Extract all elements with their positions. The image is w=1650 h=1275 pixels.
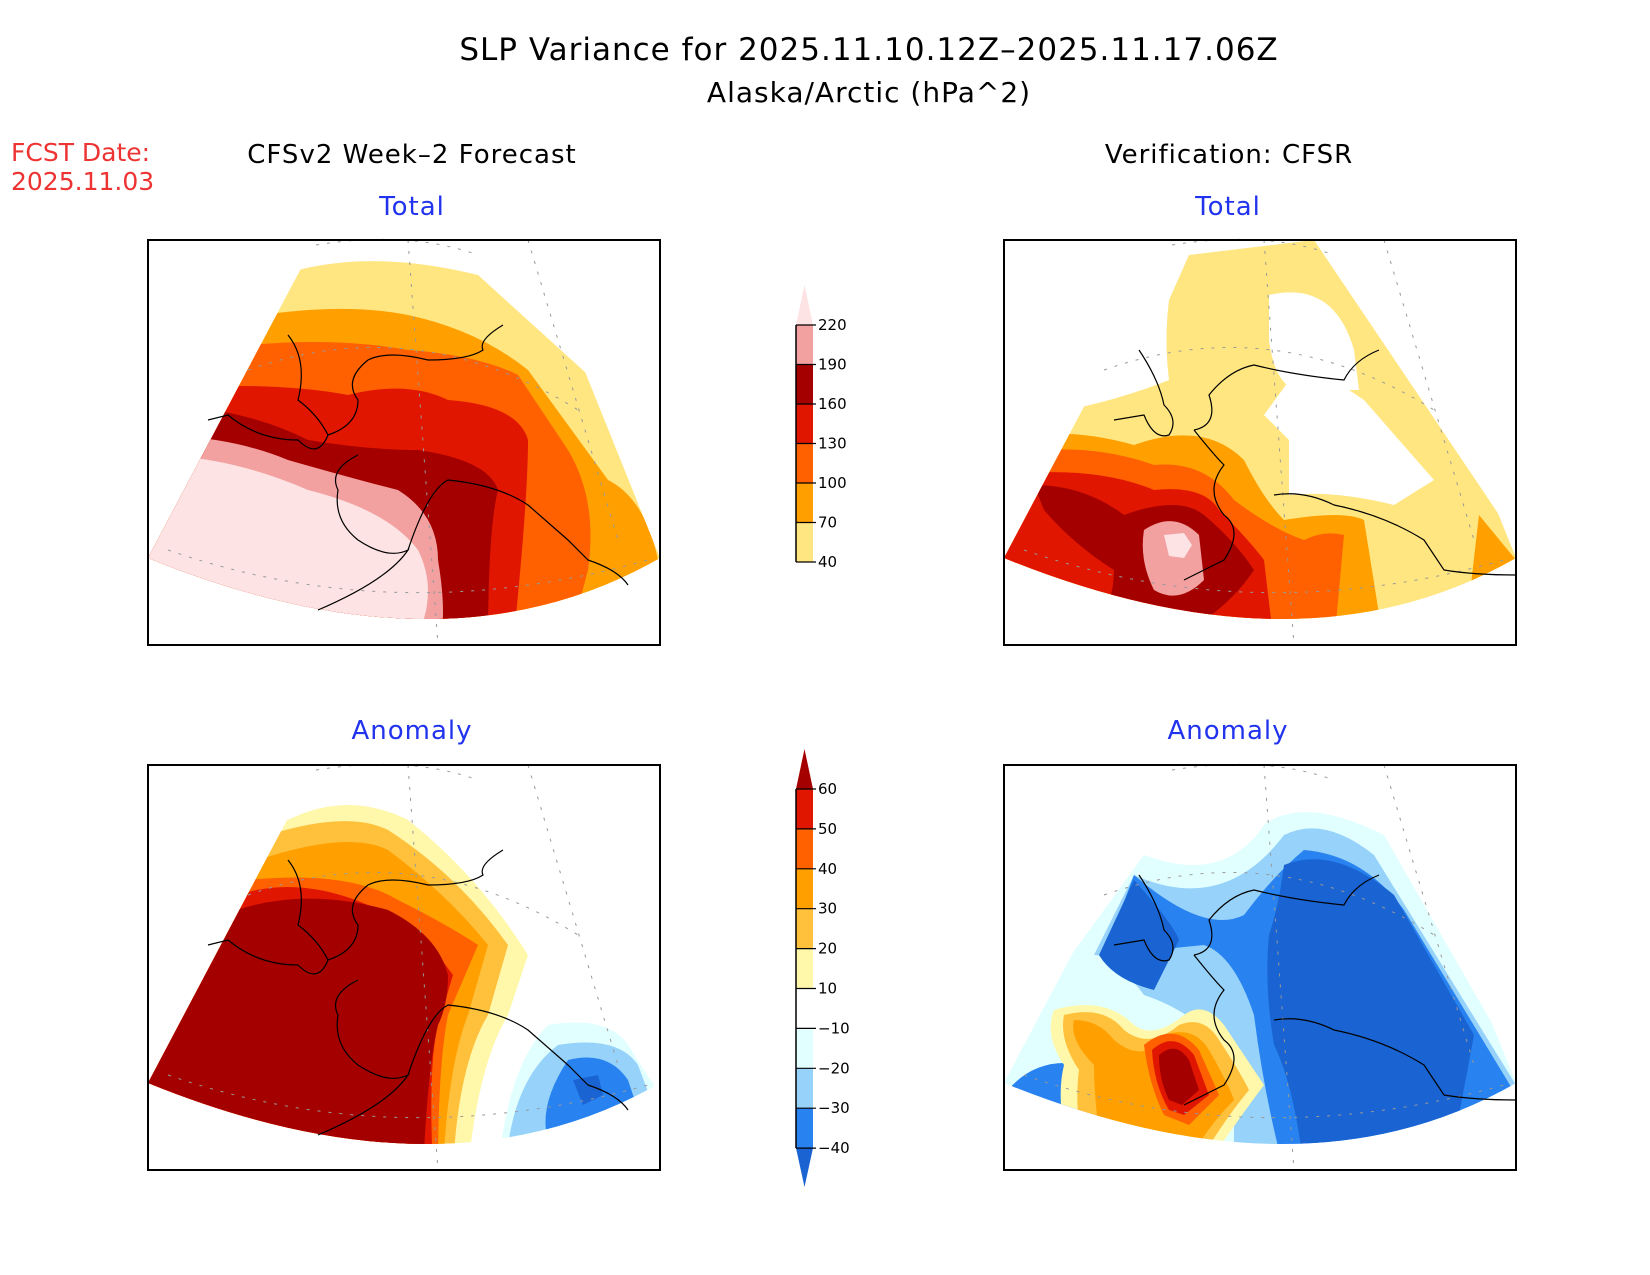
colorbar-swatch [796,988,813,1029]
contour-lt-40-a [1269,292,1359,390]
contour-neg40-b [1267,859,1474,1144]
colorbar-label: 70 [818,514,837,532]
graticule [167,238,649,646]
panel-frame [147,239,661,646]
colorbar-swatch [796,443,813,483]
verification-column-title: Verification: CFSR [1104,140,1354,170]
contour-neg40 [1099,880,1179,990]
panel-frame [1003,239,1517,646]
colorbar-label: 160 [818,395,847,413]
colorbar-label: −20 [818,1059,850,1077]
contour-neg40 [573,1075,603,1105]
contour-gt-220 [1164,533,1192,558]
coastline [207,849,629,1136]
graticule [167,763,649,1171]
coastline [207,324,629,611]
graticule [1023,763,1505,1171]
contour-190-220 [1142,521,1204,596]
graticule [1023,238,1505,646]
colorbar-top-arrow [796,285,813,325]
colorbar-bottom-arrow [796,562,813,602]
colorbar-swatch [796,364,813,404]
coastline [1113,349,1517,581]
colorbar-swatch [796,789,813,829]
contour-gt-60 [148,765,448,1144]
forecast-column-title: CFSv2 Week–2 Forecast [247,140,577,170]
fcst-date-value: 2025.11.03 [11,167,155,196]
colorbar-label: 100 [818,474,847,492]
colorbar-swatch [796,1028,813,1069]
contour-gt-60-b [1114,1145,1174,1170]
panel-forecast-total [147,238,661,646]
colorbar-label: 20 [818,940,837,958]
panel-verif-anomaly [1003,763,1517,1171]
forecast-anomaly-title: Anomaly [351,716,473,746]
colorbar-label: 50 [818,820,837,838]
forecast-total-title: Total [379,192,445,222]
contour-gt-60 [1159,1048,1199,1105]
colorbar-label: 40 [818,860,837,878]
panel-frame [1003,764,1517,1171]
panel-forecast-anomaly [147,763,661,1171]
colorbar-label: 130 [818,435,847,453]
colorbar-swatch [796,948,813,989]
colorbar-swatch [796,908,813,949]
colorbar-top-arrow [796,749,813,789]
colorbar-label: −40 [818,1139,850,1157]
fcst-date-label: FCST Date: [11,138,151,167]
colorbar-swatch [796,1068,813,1109]
colorbar-anomaly: 60 50 40 30 20 10 −10 −20 −30 −40 [795,749,850,1187]
verif-total-title: Total [1195,192,1261,222]
colorbar-swatch [796,868,813,909]
panel-frame [147,764,661,1171]
coastline [1113,874,1517,1106]
colorbar-swatch [796,483,813,523]
contour-lt-40-b [1264,360,1434,505]
verif-anomaly-title: Anomaly [1167,716,1289,746]
colorbar-label: 10 [818,980,837,998]
contour-160-190 [1034,485,1254,619]
colorbar-label: 40 [818,553,837,571]
colorbar-label: 60 [818,780,837,798]
panel-verif-total [1003,238,1517,646]
colorbar-label: −30 [818,1099,850,1117]
colorbar-swatch [796,522,813,562]
colorbar-bottom-arrow [796,1148,813,1187]
colorbar-swatch [796,325,813,365]
chart-title: SLP Variance for 2025.11.10.12Z–2025.11.… [459,32,1279,68]
colorbar-label: −10 [818,1019,850,1037]
colorbar-swatch [796,404,813,444]
colorbar-label: 30 [818,900,837,918]
colorbar-label: 190 [818,356,847,374]
contour-190-220-b [1114,607,1179,619]
colorbar-label: 220 [818,316,847,334]
colorbar-swatch [796,828,813,869]
colorbar-swatch [796,1108,813,1149]
chart-subtitle: Alaska/Arctic (hPa^2) [706,76,1032,109]
colorbar-total: 220 190 160 130 100 70 40 [795,285,847,602]
